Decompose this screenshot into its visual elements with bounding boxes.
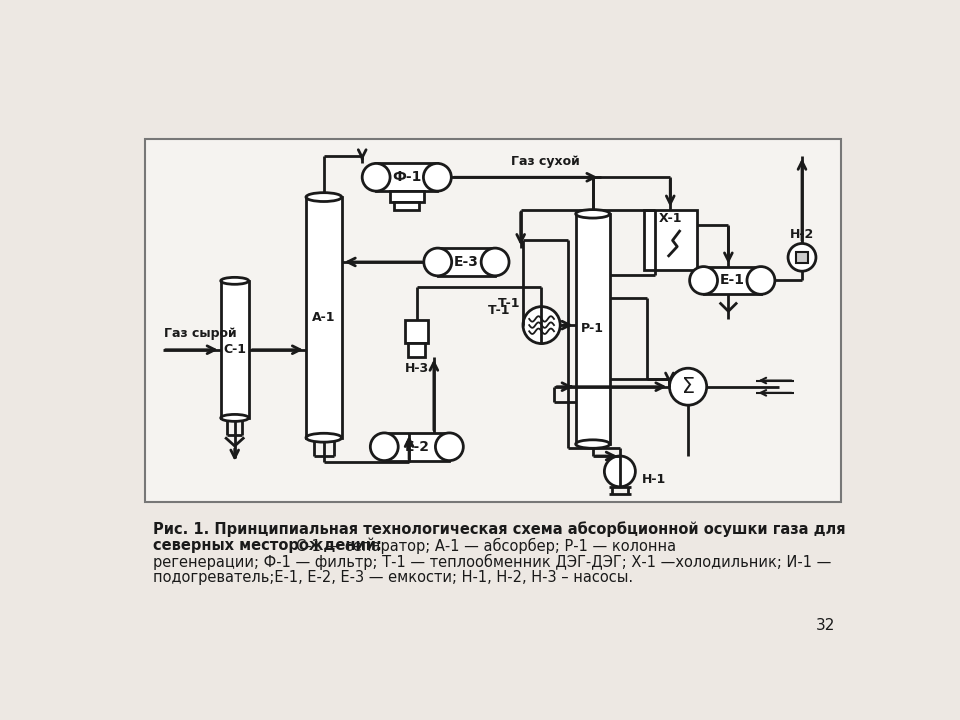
Text: регенерации; Ф-1 — фильтр; Т-1 — теплообменник ДЭГ-ДЭГ; Х-1 —холодильник; И-1 —: регенерации; Ф-1 — фильтр; Т-1 — теплооб… <box>153 554 831 570</box>
Text: Е-2: Е-2 <box>404 440 429 454</box>
Circle shape <box>423 163 451 191</box>
Circle shape <box>605 456 636 487</box>
Circle shape <box>689 266 717 294</box>
Circle shape <box>371 433 398 461</box>
Ellipse shape <box>576 440 610 449</box>
Text: С-1: С-1 <box>223 343 246 356</box>
Text: 32: 32 <box>816 618 835 633</box>
Text: Е-1: Е-1 <box>720 274 745 287</box>
Bar <box>145 139 841 502</box>
Text: Газ сырой: Газ сырой <box>164 328 237 341</box>
Circle shape <box>669 368 707 405</box>
Circle shape <box>423 248 452 276</box>
Circle shape <box>788 243 816 271</box>
Text: Т-1: Т-1 <box>497 297 520 310</box>
Ellipse shape <box>221 415 249 421</box>
Text: Ф-1: Ф-1 <box>392 170 421 184</box>
Bar <box>704 266 761 294</box>
Text: Н-2: Н-2 <box>790 228 814 240</box>
Bar <box>376 163 438 191</box>
Bar <box>796 252 808 263</box>
Text: Газ сухой: Газ сухой <box>511 155 579 168</box>
Text: А-1: А-1 <box>312 311 336 324</box>
Circle shape <box>436 433 464 461</box>
Text: Σ: Σ <box>682 377 695 397</box>
Text: Рис. 1. Принципиальная технологическая схема абсорбционной осушки газа для: Рис. 1. Принципиальная технологическая с… <box>153 521 845 537</box>
Bar <box>438 248 495 276</box>
Ellipse shape <box>306 193 342 202</box>
Ellipse shape <box>221 277 249 284</box>
Bar <box>395 202 420 210</box>
Bar <box>405 320 428 343</box>
Bar <box>384 433 449 461</box>
Text: С-1 — сепаратор; А-1 — абсорбер; Р-1 — колонна: С-1 — сепаратор; А-1 — абсорбер; Р-1 — к… <box>296 538 676 554</box>
Bar <box>408 343 425 356</box>
Text: Н-3: Н-3 <box>405 361 429 374</box>
Text: Х-1: Х-1 <box>659 212 682 225</box>
Bar <box>576 214 610 444</box>
Text: Р-1: Р-1 <box>581 323 604 336</box>
Bar <box>390 191 423 202</box>
Circle shape <box>362 163 390 191</box>
Text: подогреватель;Е-1, Е-2, Е-3 — емкости; Н-1, Н-2, Н-3 – насосы.: подогреватель;Е-1, Е-2, Е-3 — емкости; Н… <box>153 570 633 585</box>
Circle shape <box>747 266 775 294</box>
Bar <box>306 197 342 438</box>
Circle shape <box>481 248 509 276</box>
Circle shape <box>523 307 561 343</box>
Bar <box>644 210 697 270</box>
Text: северных месторождений:: северных месторождений: <box>153 538 381 553</box>
Bar <box>221 281 249 418</box>
Text: Н-1: Н-1 <box>641 472 666 485</box>
Ellipse shape <box>576 210 610 218</box>
Text: Е-3: Е-3 <box>454 255 479 269</box>
Ellipse shape <box>306 433 342 442</box>
Text: Т-1: Т-1 <box>488 305 511 318</box>
